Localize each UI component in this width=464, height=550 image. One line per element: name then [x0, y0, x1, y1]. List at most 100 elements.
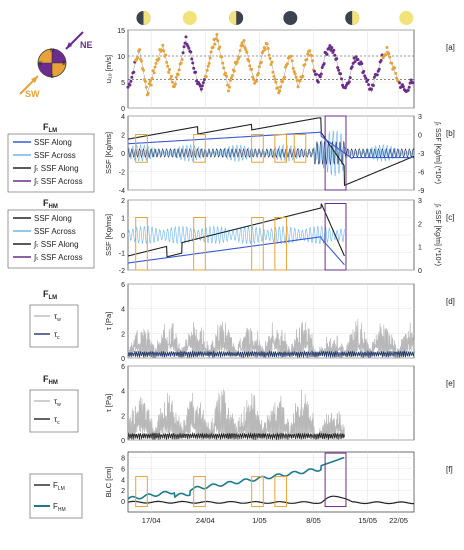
y-tick-label: -2 — [119, 170, 125, 177]
tau-w-line — [127, 389, 345, 441]
event-box-orange — [135, 217, 148, 271]
moon-phase-row — [136, 11, 414, 25]
wind-point — [261, 49, 265, 53]
event-box-orange — [251, 134, 264, 163]
legend-label: τc — [54, 415, 60, 426]
wind-point — [209, 50, 213, 54]
tau-c-line — [127, 431, 345, 441]
wind-point — [394, 71, 398, 75]
y-tick-label: -4 — [119, 188, 125, 195]
legend-title: FLM — [43, 289, 57, 301]
wind-point — [308, 49, 312, 53]
wind-point — [371, 84, 375, 88]
legend-label: FLM — [53, 481, 65, 492]
legend-label: ∫ₜ SSF Across — [33, 177, 83, 186]
wind-point — [316, 80, 320, 84]
wind-point — [205, 68, 209, 72]
y-tick-label: 0 — [121, 233, 125, 240]
wind-point — [343, 86, 347, 90]
wind-point — [126, 85, 130, 89]
wind-point — [270, 60, 274, 64]
y-tick-label: 0 — [121, 151, 125, 158]
wind-point — [215, 33, 219, 37]
legend-flm-tau: FLM τw τc — [29, 289, 79, 348]
y-tick-label: 6 — [121, 466, 125, 473]
event-box-orange — [251, 476, 264, 508]
wind-point — [279, 85, 283, 89]
y-tick-label-right: 0 — [418, 268, 422, 275]
wind-point — [182, 45, 186, 49]
wind-point — [189, 50, 193, 54]
compass-s: S — [50, 74, 54, 80]
legend-label: SSF Across — [34, 151, 76, 160]
wind-point — [220, 55, 224, 59]
wind-point — [285, 62, 289, 66]
wind-point — [255, 79, 259, 83]
moon-full-icon — [399, 11, 414, 25]
blc-fhm-line — [127, 456, 345, 500]
legend-blc: FLM FHM — [29, 473, 83, 519]
event-box-orange — [135, 476, 148, 508]
y-axis-label-right: ∫ₜ SSF [Kg/m] (*10⁴) — [434, 121, 441, 184]
y-axis-label: SSF [Kg/ms] — [104, 214, 113, 256]
y-tick-label-right: 3 — [418, 198, 422, 205]
wind-point — [312, 69, 316, 73]
event-box-purple — [324, 115, 347, 191]
event-box-orange — [274, 217, 287, 271]
wind-point — [327, 46, 331, 50]
wind-point — [216, 39, 220, 43]
y-tick-label: 2 — [121, 331, 125, 338]
compass-w: W — [38, 61, 43, 67]
y-tick-label-right: 1 — [418, 245, 422, 252]
wind-point — [241, 44, 245, 48]
wind-point — [257, 65, 261, 69]
wind-point — [393, 66, 397, 70]
wind-point — [369, 87, 373, 91]
wind-point — [318, 75, 322, 79]
y-tick-label: 4 — [121, 307, 125, 314]
y-tick-label: 15 — [117, 28, 125, 35]
wind-point — [228, 78, 232, 82]
y-tick-label: 0 — [121, 438, 125, 445]
wind-point — [256, 71, 260, 75]
wind-point — [174, 75, 178, 79]
ne-label: NE — [80, 40, 93, 50]
wind-point — [226, 89, 230, 93]
wind-point — [242, 38, 246, 42]
legend-fhm-tau: FHM τw τc — [29, 374, 79, 433]
wind-point — [204, 75, 208, 79]
wind-point — [248, 64, 252, 68]
wind-point — [385, 46, 389, 50]
wind-point — [384, 53, 388, 57]
ssf-along-line — [127, 140, 415, 166]
x-tick-label: 17/04 — [142, 516, 161, 525]
wind-point — [314, 72, 318, 76]
wind-point — [294, 75, 298, 79]
event-box-orange — [274, 476, 287, 508]
wind-point — [348, 76, 352, 80]
wind-point — [259, 60, 263, 64]
wind-point — [265, 42, 269, 46]
wind-point — [176, 72, 180, 76]
wind-point — [140, 59, 144, 63]
wind-point — [247, 59, 251, 63]
legend-flm-ssf: FLM SSF Along SSF Across ∫ₜ SSF Along ∫ₜ… — [7, 122, 95, 193]
wind-point — [401, 85, 405, 89]
tau-c-line — [127, 349, 415, 359]
wind-point — [351, 61, 355, 65]
wind-point — [253, 81, 257, 85]
panel-label: [e] — [446, 379, 455, 388]
wind-point — [305, 57, 309, 61]
wind-point — [263, 47, 267, 51]
y-tick-label: -2 — [119, 268, 125, 275]
panel-label: [c] — [446, 213, 454, 222]
wind-point — [206, 64, 210, 68]
wind-point — [272, 74, 276, 78]
y-axis-label: τ [Pa] — [104, 394, 113, 412]
wind-point — [273, 77, 277, 81]
wind-point — [132, 70, 136, 74]
wind-point — [153, 65, 157, 69]
wind-point — [388, 55, 392, 59]
